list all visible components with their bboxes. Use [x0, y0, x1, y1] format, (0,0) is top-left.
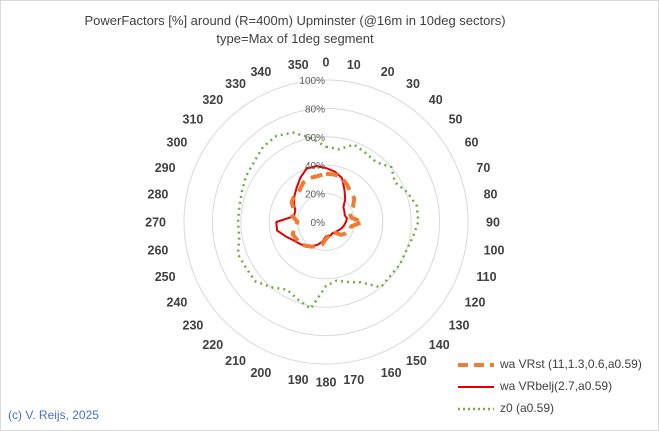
- category-label: 170: [343, 373, 364, 387]
- category-label: 120: [465, 296, 486, 310]
- category-label: 280: [148, 188, 169, 202]
- radial-tick-label: 100%: [299, 76, 325, 87]
- category-label: 230: [183, 318, 204, 332]
- category-label: 60: [465, 136, 479, 150]
- legend-label-vrbelj: wa VRbelj(2.7,a0.59): [500, 379, 613, 393]
- grid-ring: [240, 136, 412, 308]
- category-label: 50: [449, 113, 463, 127]
- series-line: [236, 131, 420, 310]
- category-label: 290: [155, 161, 176, 175]
- category-label: 260: [148, 243, 169, 257]
- grid-ring: [183, 79, 469, 365]
- category-label: 0: [323, 56, 330, 70]
- legend-label-vrst: wa VRst (11,1.3,0.6,a0.59): [500, 357, 642, 371]
- grid-ring: [211, 107, 441, 337]
- category-label: 330: [225, 77, 246, 91]
- grid-ring: [268, 164, 384, 280]
- radial-tick-labels: 0% 20% 40% 60% 80% 100%: [299, 76, 325, 229]
- category-label: 40: [429, 93, 443, 107]
- category-label: 310: [183, 113, 204, 127]
- legend-swatch-vrst: [458, 363, 494, 367]
- radial-tick-label: 80%: [305, 104, 325, 115]
- category-label: 200: [250, 366, 271, 380]
- chart-title: PowerFactors [%] around (R=400m) Upminst…: [84, 13, 506, 28]
- category-label: 130: [449, 318, 470, 332]
- copyright-credit: (c) V. Reijs, 2025: [8, 408, 99, 422]
- series-line: [289, 171, 365, 249]
- category-label: 140: [429, 338, 450, 352]
- category-label: 300: [167, 136, 188, 150]
- category-label: 210: [225, 354, 246, 368]
- radial-grid: [183, 79, 469, 365]
- category-label: 30: [406, 77, 420, 91]
- category-label: 270: [145, 216, 166, 230]
- category-label: 350: [288, 58, 309, 72]
- category-label: 150: [406, 354, 427, 368]
- category-label: 240: [167, 296, 188, 310]
- legend-item-z0: z0 (a0.59): [456, 399, 656, 419]
- category-label: 110: [476, 270, 496, 284]
- chart-subtitle: type=Max of 1deg segment: [216, 31, 374, 46]
- category-label: 20: [381, 65, 395, 79]
- category-label: 250: [155, 270, 176, 284]
- category-label: 80: [484, 188, 498, 202]
- category-label: 340: [250, 65, 271, 79]
- legend-item-vrbelj: wa VRbelj(2.7,a0.59): [456, 377, 656, 397]
- legend-item-vrst: wa VRst (11,1.3,0.6,a0.59): [456, 355, 656, 375]
- category-label: 10: [347, 58, 361, 72]
- legend-swatch-vrbelj: [458, 386, 494, 388]
- radial-tick-label: 40%: [305, 161, 325, 172]
- category-label: 190: [288, 373, 309, 387]
- category-label: 220: [202, 338, 223, 352]
- category-label: 90: [486, 216, 500, 230]
- radial-tick-label: 0%: [311, 218, 326, 229]
- legend-label-z0: z0 (a0.59): [500, 401, 555, 415]
- radial-tick-label: 20%: [305, 190, 325, 201]
- series-layer: [236, 131, 420, 310]
- legend-swatch-z0: [458, 407, 494, 411]
- category-label: 180: [316, 376, 337, 390]
- category-label: 320: [202, 93, 223, 107]
- category-label: 70: [476, 161, 490, 175]
- category-label: 160: [381, 366, 402, 380]
- radial-tick-label: 60%: [305, 133, 325, 144]
- category-label: 100: [484, 243, 505, 257]
- chart-title-block: PowerFactors [%] around (R=400m) Upminst…: [0, 12, 590, 48]
